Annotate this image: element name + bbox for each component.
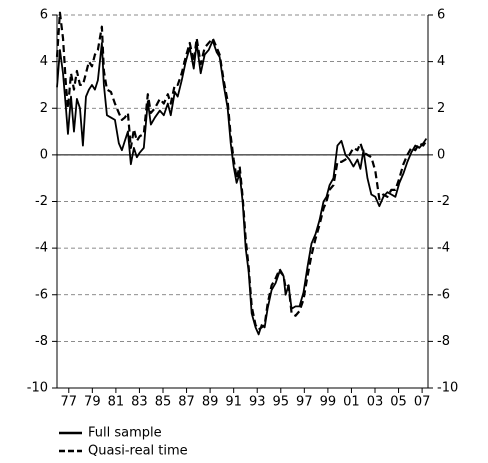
x-tick-label: 97 <box>296 395 313 410</box>
series-line <box>56 39 428 336</box>
y-tick-label: -8 <box>35 334 48 349</box>
y-tick-label: -2 <box>35 194 48 209</box>
y2-tick-label: 4 <box>437 54 445 69</box>
x-tick-label: 79 <box>84 395 101 410</box>
legend-label: Full sample <box>88 426 162 441</box>
y2-tick-label: 2 <box>437 101 445 116</box>
x-tick-label: 77 <box>61 395 78 410</box>
x-tick-label: 05 <box>390 395 407 410</box>
x-tick-label: 07 <box>414 395 431 410</box>
y2-tick-label: -8 <box>437 334 450 349</box>
x-tick-label: 89 <box>202 395 219 410</box>
series-line <box>55 11 428 331</box>
y2-tick-label: 0 <box>437 147 445 162</box>
x-tick-label: 81 <box>108 395 125 410</box>
x-tick-label: 87 <box>178 395 195 410</box>
x-tick-label: 01 <box>343 395 360 410</box>
y2-tick-label: -10 <box>437 381 458 396</box>
y2-tick-label: -2 <box>437 194 450 209</box>
x-tick-label: 85 <box>155 395 172 410</box>
y-tick-label: -6 <box>35 287 48 302</box>
y2-tick-label: 6 <box>437 8 445 23</box>
x-tick-label: 91 <box>225 395 242 410</box>
y-tick-label: 4 <box>40 54 48 69</box>
y2-tick-label: -4 <box>437 241 450 256</box>
y-tick-label: 2 <box>40 101 48 116</box>
legend-label: Quasi-real time <box>88 444 188 459</box>
x-tick-label: 83 <box>131 395 148 410</box>
x-tick-label: 03 <box>367 395 384 410</box>
x-tick-label: 99 <box>320 395 337 410</box>
y-tick-label: -10 <box>27 381 48 396</box>
y2-tick-label: -6 <box>437 287 450 302</box>
x-tick-label: 95 <box>273 395 290 410</box>
y-tick-label: -4 <box>35 241 48 256</box>
y-tick-label: 6 <box>40 8 48 23</box>
x-tick-label: 93 <box>249 395 266 410</box>
y-tick-label: 0 <box>40 147 48 162</box>
